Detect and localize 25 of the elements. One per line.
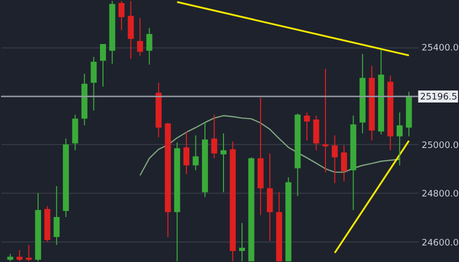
line-series [139, 115, 400, 176]
y-tick-label: 25000.0 [422, 140, 459, 151]
y-tick-label: 24600.0 [422, 238, 459, 248]
y-tick-label: 25400.0 [422, 43, 459, 54]
candlestick [332, 134, 338, 184]
candlestick [90, 56, 97, 112]
candlestick [341, 144, 347, 182]
candlestick [192, 134, 199, 171]
candlestick [322, 68, 328, 173]
candlestick [54, 186, 60, 246]
candlestick [146, 27, 152, 66]
candlestick [100, 43, 106, 88]
candlestick [266, 152, 273, 242]
ref-line-label: 25196.5 [420, 92, 458, 102]
candlestick [304, 112, 310, 142]
candlestick [128, 0, 134, 60]
candlestick [118, 0, 124, 31]
candlestick [239, 222, 246, 262]
candlestick [313, 115, 320, 151]
y-tick-label: 24800.0 [422, 190, 459, 200]
candlestick [396, 112, 403, 166]
candlestick [211, 114, 218, 159]
candlestick [220, 132, 226, 193]
candlestick [183, 130, 190, 175]
candlestick [137, 18, 144, 56]
